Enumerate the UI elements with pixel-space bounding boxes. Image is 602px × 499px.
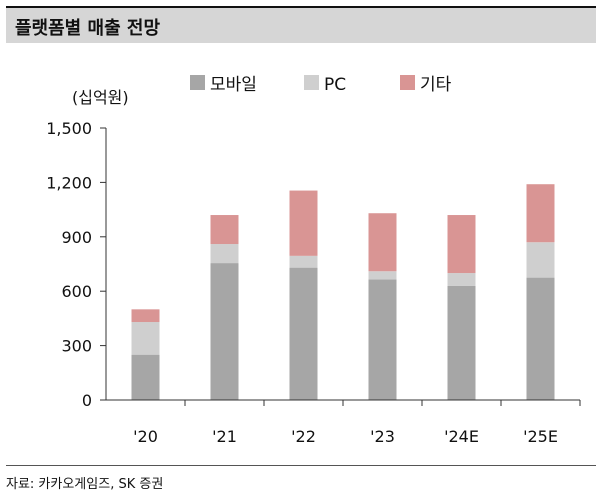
legend: 모바일 PC 기타 — [190, 75, 452, 95]
bar-segment — [289, 267, 318, 400]
y-tick-label: 0 — [82, 391, 92, 410]
page-title: 플랫폼별 매출 전망 — [15, 18, 161, 39]
bar-segment — [368, 279, 397, 400]
y-tick-label: 1,200 — [46, 173, 92, 192]
bars — [131, 184, 555, 400]
x-axis: '20 '21 '22 '23 '24E '25E — [133, 400, 581, 446]
legend-label: 기타 — [420, 75, 452, 95]
bar-segment — [131, 309, 160, 323]
y-axis: 0 300 600 900 1,200 1,500 — [46, 119, 106, 410]
bar-segment — [526, 184, 555, 243]
bar-segment — [447, 215, 476, 274]
legend-label: 모바일 — [210, 75, 257, 95]
y-tick-label: 300 — [61, 337, 92, 356]
y-tick-label: 600 — [61, 282, 92, 301]
x-tick-label: '20 — [133, 427, 158, 446]
unit-label: (십억원) — [72, 88, 129, 107]
x-tick-label: '21 — [212, 427, 237, 446]
bar-segment — [526, 277, 555, 400]
bar-segment — [131, 354, 160, 400]
legend-swatch — [400, 75, 415, 90]
y-tick-label: 1,500 — [46, 119, 92, 138]
x-tick-label: '25E — [523, 427, 558, 446]
bar-segment — [447, 273, 476, 286]
bar-segment — [210, 215, 239, 245]
bar-segment — [526, 242, 555, 278]
bar-segment — [368, 271, 397, 280]
x-tick-label: '23 — [370, 427, 395, 446]
title-bar: 플랫폼별 매출 전망 — [6, 6, 596, 43]
x-tick-label: '22 — [291, 427, 316, 446]
legend-swatch — [190, 75, 205, 90]
x-tick-label: '24E — [444, 427, 479, 446]
bar-segment — [368, 213, 397, 272]
bar-segment — [289, 255, 318, 268]
bar-segment — [210, 263, 239, 400]
bar-segment — [131, 322, 160, 355]
bar-segment — [210, 244, 239, 264]
bottom-divider — [6, 465, 596, 466]
bar-segment — [289, 190, 318, 256]
source-note: 자료: 카카오게임즈, SK 증권 — [6, 477, 164, 492]
legend-swatch — [304, 75, 319, 90]
bar-segment — [447, 285, 476, 400]
y-tick-label: 900 — [61, 228, 92, 247]
legend-label: PC — [324, 75, 346, 95]
